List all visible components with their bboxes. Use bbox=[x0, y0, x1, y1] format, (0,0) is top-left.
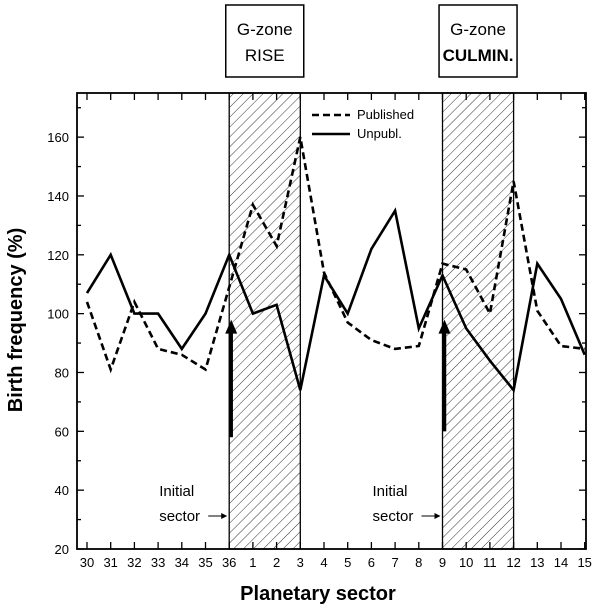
initial-sector-label-line2-2: sector bbox=[373, 508, 414, 525]
x-tick-label-1: 1 bbox=[249, 555, 256, 570]
y-tick-label-20: 20 bbox=[55, 542, 69, 557]
initial-sector-arrow-head-1 bbox=[225, 319, 238, 334]
g-zone-title-box-1 bbox=[225, 4, 305, 78]
series-line-unpubl bbox=[85, 207, 586, 394]
x-tick-label-30: 30 bbox=[80, 555, 94, 570]
g-zone-title-line2-1: RISE bbox=[245, 46, 285, 65]
x-tick-label-32: 32 bbox=[127, 555, 141, 570]
x-tick-label-5: 5 bbox=[344, 555, 351, 570]
data-lines bbox=[85, 136, 586, 394]
g-zone-title-line2-2: CULMIN. bbox=[443, 46, 514, 65]
x-axis-title: Planetary sector bbox=[240, 583, 396, 605]
initial-sector-arrow-head-2 bbox=[438, 319, 451, 334]
x-tick-label-14: 14 bbox=[554, 555, 568, 570]
g-zone-band-1 bbox=[228, 92, 301, 550]
x-tick-label-33: 33 bbox=[151, 555, 165, 570]
y-tick-label-60: 60 bbox=[55, 424, 69, 439]
series-line-published bbox=[85, 136, 585, 374]
x-tick-label-15: 15 bbox=[577, 555, 591, 570]
x-tick-label-35: 35 bbox=[198, 555, 212, 570]
x-tick-label-7: 7 bbox=[391, 555, 398, 570]
x-tick-label-10: 10 bbox=[459, 555, 473, 570]
y-tick-label-40: 40 bbox=[55, 483, 69, 498]
x-tick-label-2: 2 bbox=[273, 555, 280, 570]
initial-sector-label-line1-2: Initial bbox=[373, 483, 408, 500]
y-axis-title: Birth frequency (%) bbox=[5, 228, 27, 412]
y-tick-label-140: 140 bbox=[47, 189, 69, 204]
y-tick-label-80: 80 bbox=[55, 365, 69, 380]
x-tick-label-12: 12 bbox=[506, 555, 520, 570]
x-tick-label-6: 6 bbox=[368, 555, 375, 570]
legend: Published Unpubl. bbox=[312, 107, 414, 141]
initial-sector-label-line1-1: Initial bbox=[159, 483, 194, 500]
x-tick-label-34: 34 bbox=[175, 555, 189, 570]
plot-frame bbox=[76, 92, 587, 550]
initial-sector-pointer-head-2 bbox=[434, 513, 441, 519]
g-zone-title-line1-2: G-zone bbox=[450, 20, 506, 39]
g-zone-band-2 bbox=[441, 92, 515, 550]
x-tick-label-31: 31 bbox=[103, 555, 117, 570]
g-zone-title-line1-1: G-zone bbox=[237, 20, 293, 39]
x-tick-label-8: 8 bbox=[415, 555, 422, 570]
legend-label-2: Unpubl. bbox=[357, 126, 402, 141]
x-tick-label-36: 36 bbox=[222, 555, 236, 570]
initial-sector-label-line2-1: sector bbox=[159, 508, 200, 525]
legend-label-1: Published bbox=[357, 107, 414, 122]
x-tick-label-9: 9 bbox=[439, 555, 446, 570]
annotations: Initial sector Initial sector bbox=[159, 319, 451, 525]
y-tick-label-160: 160 bbox=[47, 130, 69, 145]
initial-sector-pointer-head-1 bbox=[221, 513, 228, 519]
x-tick-label-3: 3 bbox=[297, 555, 304, 570]
g-zones: G-zone RISE G-zone CULMIN. bbox=[225, 4, 518, 550]
y-tick-label-120: 120 bbox=[47, 248, 69, 263]
x-tick-label-4: 4 bbox=[320, 555, 327, 570]
x-tick-label-11: 11 bbox=[483, 555, 497, 570]
x-tick-label-13: 13 bbox=[530, 555, 544, 570]
g-zone-title-box-2 bbox=[438, 4, 518, 78]
y-tick-label-100: 100 bbox=[47, 307, 69, 322]
